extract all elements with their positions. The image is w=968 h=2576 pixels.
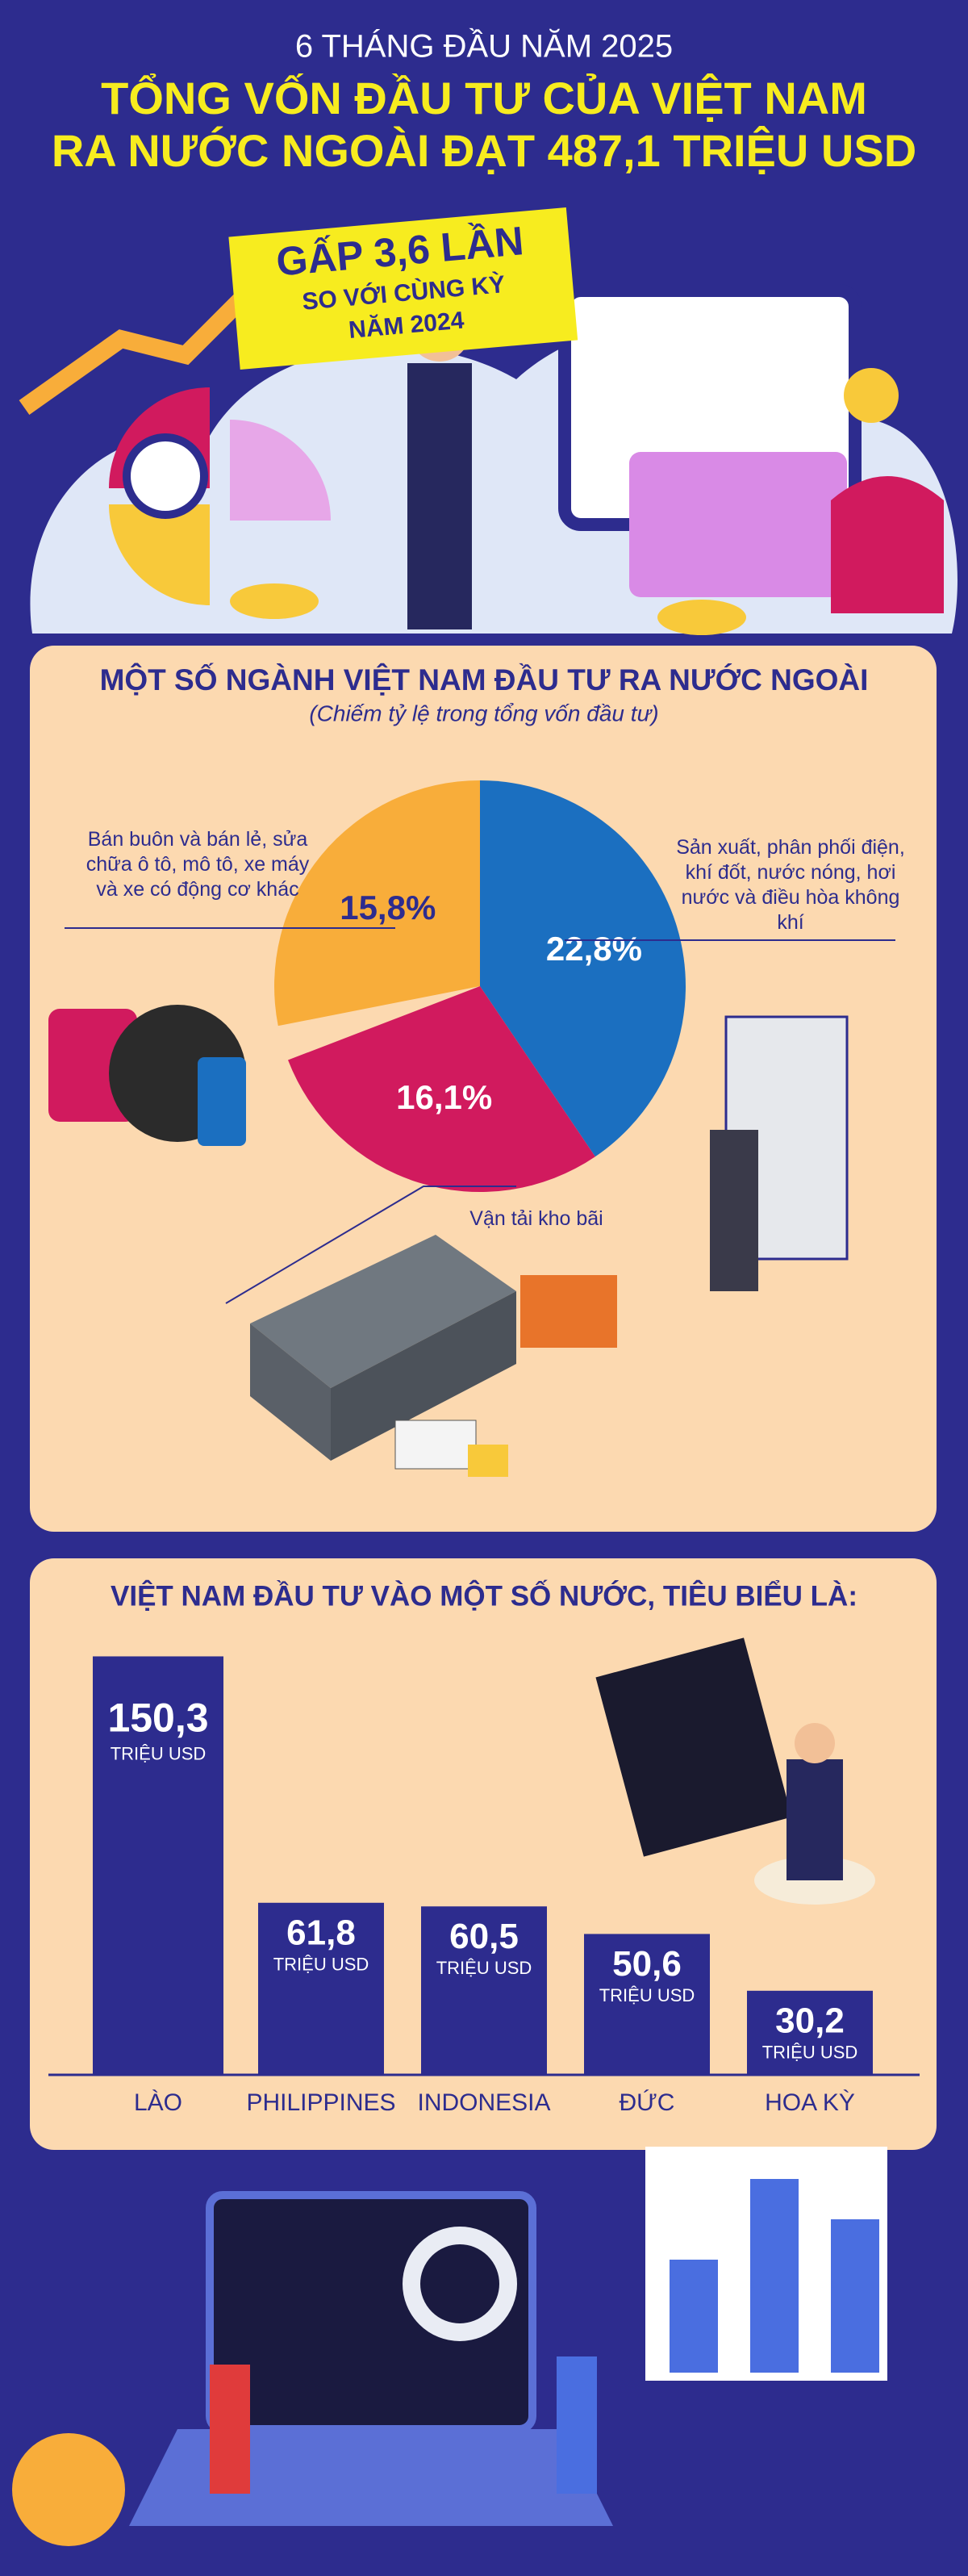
- coin-stack: [230, 583, 319, 619]
- unit-label: TRIỆU USD: [436, 1958, 532, 1978]
- oil-bottle: [198, 1057, 246, 1146]
- chimney: [710, 1130, 758, 1291]
- coin-chart-pink: [230, 420, 331, 521]
- magnifier: [123, 433, 208, 519]
- unit-label: TRIỆU USD: [111, 1743, 207, 1763]
- warehouse-roof: [250, 1235, 516, 1388]
- truck: [394, 1420, 477, 1470]
- laptop-base: [129, 2429, 613, 2526]
- coin: [12, 2433, 125, 2546]
- bar: [584, 1934, 710, 2075]
- laptop-screen: [206, 2191, 536, 2433]
- label-box: Sản xuất, phân phối điện, khí đốt, nước …: [676, 836, 905, 934]
- category-label: Sản xuất, phân phối điện, khí đốt, nước …: [676, 836, 905, 934]
- board-bar: [831, 2219, 879, 2373]
- container: [520, 1275, 617, 1348]
- value-label: 16,1%: [396, 1078, 492, 1116]
- pie-slice: [480, 780, 686, 1157]
- value-label: 22,8%: [546, 930, 642, 968]
- value-label: 50,6: [612, 1944, 682, 1984]
- label-box: Vận tải kho bãi: [469, 1207, 603, 1230]
- value-label: 15,8%: [340, 889, 436, 926]
- bar: [93, 1656, 223, 2075]
- x-tick-label: LÀO: [134, 2089, 182, 2116]
- warehouse-wall: [250, 1324, 331, 1461]
- header-title: TỔNG VỐN ĐẦU TƯ CỦA VIỆT NAM: [101, 73, 867, 123]
- x-tick-label: HOA KỲ: [765, 2089, 855, 2116]
- person: [210, 2365, 250, 2494]
- unit-label: TRIỆU USD: [599, 1985, 695, 2005]
- category-label: Bán buôn và bán lẻ, sửa chữa ô tô, mô tô…: [86, 828, 310, 901]
- header-title: RA NƯỚC NGOÀI ĐẠT 487,1 TRIỆU USD: [52, 125, 916, 176]
- bar: [747, 1990, 873, 2075]
- x-tick-label: INDONESIA: [417, 2089, 550, 2116]
- board-bar: [750, 2179, 799, 2373]
- truck-cab: [468, 1445, 508, 1477]
- label-box: Bán buôn và bán lẻ, sửa chữa ô tô, mô tô…: [86, 828, 310, 901]
- pie-slice: [288, 986, 595, 1192]
- businessman: [407, 363, 472, 629]
- coin-stack: [657, 600, 746, 635]
- warehouse-wall: [331, 1291, 516, 1461]
- coin-chart-yellow: [109, 504, 210, 605]
- pie-slice: [274, 780, 480, 1027]
- donut-icon: [403, 2227, 517, 2341]
- bar: [258, 1902, 384, 2075]
- coin: [844, 368, 899, 423]
- unit-label: TRIỆU USD: [273, 1955, 369, 1975]
- value-label: 150,3: [107, 1696, 208, 1741]
- header-subtitle: 6 THÁNG ĐẦU NĂM 2025: [295, 27, 673, 65]
- x-tick-label: ĐỨC: [620, 2089, 675, 2116]
- highlight-bg: [228, 207, 578, 370]
- money-bag: [831, 476, 944, 613]
- x-tick-label: PHILIPPINES: [246, 2089, 395, 2116]
- value-label: 60,5: [449, 1917, 519, 1956]
- briefcase: [629, 452, 847, 597]
- bar: [421, 1906, 547, 2075]
- person: [557, 2356, 597, 2494]
- leader-line: [225, 1186, 516, 1304]
- unit-label: TRIỆU USD: [762, 2043, 858, 2063]
- trader-head: [795, 1723, 835, 1763]
- chart-title: MỘT SỐ NGÀNH VIỆT NAM ĐẦU TƯ RA NƯỚC NGO…: [100, 663, 869, 696]
- board-bar: [670, 2260, 718, 2373]
- trader: [786, 1759, 843, 1880]
- trend-arrow: [19, 268, 273, 415]
- value-label: 30,2: [775, 2001, 845, 2040]
- category-label: Vận tải kho bãi: [469, 1207, 603, 1230]
- chart-subtitle: (Chiếm tỷ lệ trong tổng vốn đầu tư): [309, 700, 658, 726]
- chart-title: VIỆT NAM ĐẦU TƯ VÀO MỘT SỐ NƯỚC, TIÊU BI…: [111, 1579, 857, 1612]
- stock-board: [595, 1637, 792, 1857]
- value-label: 61,8: [286, 1913, 356, 1952]
- pie-chart: 22,8% Sản xuất, phân phối điện, khí đốt, …: [65, 780, 905, 1304]
